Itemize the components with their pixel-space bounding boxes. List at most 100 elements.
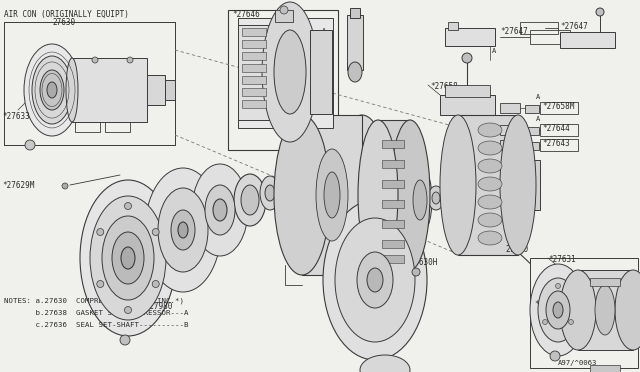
Bar	[242, 100, 266, 108]
Circle shape	[92, 57, 98, 63]
Ellipse shape	[121, 247, 135, 269]
Ellipse shape	[478, 177, 502, 191]
Ellipse shape	[171, 210, 195, 250]
Text: *27633: *27633	[2, 112, 29, 121]
Bar	[500, 125, 520, 135]
Ellipse shape	[24, 44, 80, 136]
Bar	[165, 80, 175, 100]
Bar	[242, 64, 266, 72]
Text: *27647: *27647	[500, 27, 528, 36]
Text: *27658M: *27658M	[542, 102, 574, 111]
Text: B: B	[358, 220, 362, 226]
Bar	[378, 120, 410, 270]
Bar	[347, 15, 363, 70]
Circle shape	[556, 283, 561, 289]
Bar	[242, 76, 266, 84]
Text: *927980: *927980	[140, 302, 172, 311]
Text: *27633: *27633	[534, 300, 562, 309]
Bar	[242, 88, 266, 96]
Text: *27629M: *27629M	[2, 181, 35, 190]
Text: c.27636  SEAL SET-SHAFT----------B: c.27636 SEAL SET-SHAFT----------B	[4, 322, 189, 328]
Ellipse shape	[80, 180, 176, 336]
Bar	[525, 127, 539, 135]
Bar	[590, 365, 620, 372]
Bar	[382, 255, 404, 263]
Ellipse shape	[348, 62, 362, 82]
Ellipse shape	[478, 123, 502, 137]
Ellipse shape	[334, 115, 390, 275]
Circle shape	[462, 53, 472, 63]
Bar	[382, 200, 404, 208]
Ellipse shape	[538, 278, 578, 342]
Bar	[518, 160, 540, 210]
Ellipse shape	[478, 213, 502, 227]
Ellipse shape	[560, 270, 596, 350]
Ellipse shape	[274, 115, 330, 275]
Ellipse shape	[145, 168, 221, 292]
Ellipse shape	[213, 199, 227, 221]
Text: B: B	[112, 306, 116, 312]
Ellipse shape	[408, 165, 432, 235]
Text: A: A	[536, 116, 540, 122]
Bar	[242, 28, 266, 36]
Circle shape	[125, 307, 131, 314]
Ellipse shape	[530, 264, 586, 356]
Text: B: B	[112, 296, 116, 302]
Bar	[72, 58, 147, 122]
Circle shape	[125, 202, 131, 209]
Ellipse shape	[360, 355, 410, 372]
Ellipse shape	[32, 56, 72, 124]
Bar	[520, 22, 558, 34]
Ellipse shape	[428, 186, 444, 210]
Bar	[242, 40, 266, 48]
Bar	[578, 270, 633, 350]
Ellipse shape	[47, 82, 57, 98]
Text: A: A	[322, 28, 326, 34]
Ellipse shape	[102, 216, 154, 300]
Bar	[238, 25, 270, 120]
Ellipse shape	[90, 196, 166, 320]
Circle shape	[97, 228, 104, 235]
Ellipse shape	[323, 200, 427, 360]
Text: b.27638  GASKET SET-COMPRESSOR---A: b.27638 GASKET SET-COMPRESSOR---A	[4, 310, 189, 316]
Ellipse shape	[390, 120, 430, 270]
Bar	[458, 115, 518, 255]
Circle shape	[120, 335, 130, 345]
Circle shape	[596, 8, 604, 16]
Bar	[445, 28, 495, 46]
Bar	[440, 95, 495, 115]
Text: AIR CON (ORIGINALLY EQUIPT): AIR CON (ORIGINALLY EQUIPT)	[4, 10, 129, 19]
Text: A: A	[387, 298, 391, 304]
Bar	[242, 52, 266, 60]
Text: *27644: *27644	[542, 124, 570, 133]
Circle shape	[152, 280, 159, 288]
Ellipse shape	[112, 232, 144, 284]
Text: *27643: *27643	[542, 139, 570, 148]
Circle shape	[25, 140, 35, 150]
Text: A97/^0063: A97/^0063	[558, 360, 597, 366]
Bar	[350, 8, 360, 18]
Ellipse shape	[234, 174, 266, 226]
Ellipse shape	[205, 185, 235, 235]
Text: *27630H: *27630H	[405, 258, 437, 267]
Circle shape	[568, 320, 573, 324]
Ellipse shape	[440, 115, 476, 255]
Bar	[530, 258, 638, 368]
Ellipse shape	[324, 172, 340, 218]
Ellipse shape	[265, 185, 275, 201]
Bar	[275, 10, 293, 22]
Bar	[382, 240, 404, 248]
Circle shape	[152, 228, 159, 235]
Text: B: B	[358, 233, 362, 239]
Ellipse shape	[40, 70, 64, 110]
Bar	[238, 18, 333, 128]
Text: A: A	[415, 215, 419, 221]
Ellipse shape	[432, 192, 440, 204]
Bar	[530, 30, 570, 44]
Circle shape	[127, 57, 133, 63]
Text: *27658: *27658	[430, 82, 458, 91]
Text: 27630: 27630	[505, 245, 528, 254]
Bar	[382, 220, 404, 228]
Bar	[445, 85, 490, 97]
Bar	[382, 140, 404, 148]
